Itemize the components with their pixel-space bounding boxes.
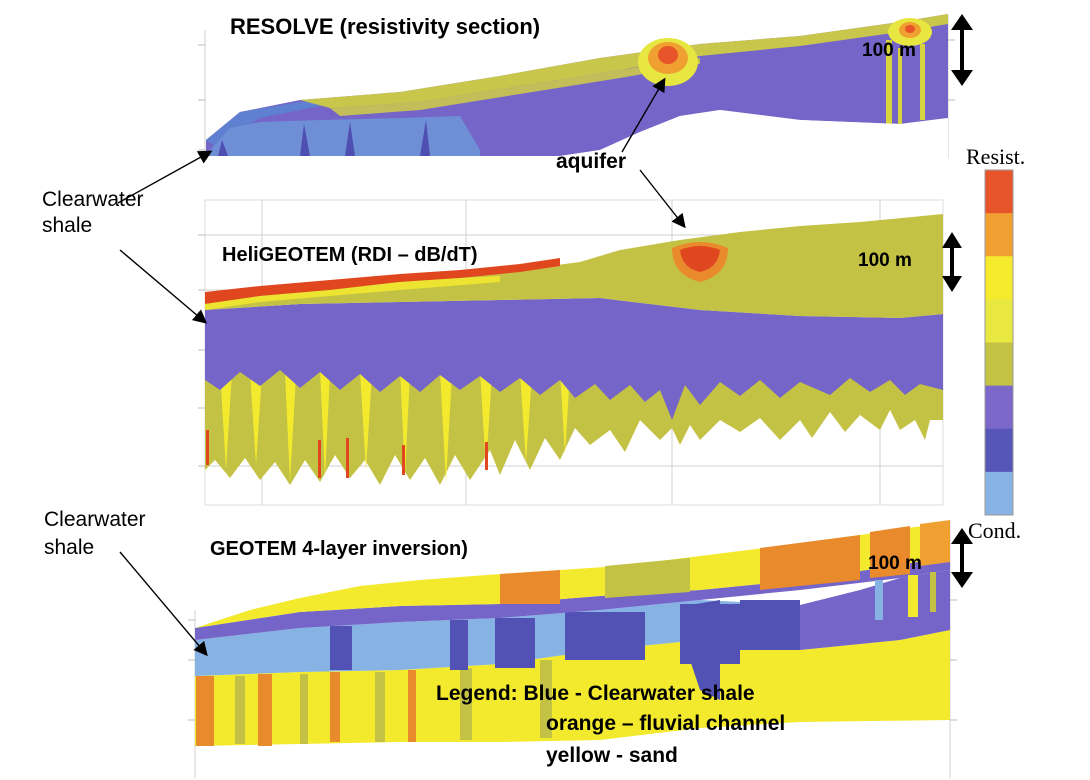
colorbar-segment — [985, 299, 1013, 343]
heli-red-top — [205, 258, 560, 304]
colorbar-segment — [985, 256, 1013, 300]
colorbar-frame — [984, 169, 1014, 516]
geotem-scale-arrow — [951, 528, 973, 588]
shale-top-arrows — [117, 150, 213, 324]
resolve-scale-arrow — [951, 14, 973, 86]
heli-purple-band — [205, 298, 943, 420]
heli-scale-label: 100 m — [858, 250, 912, 271]
heli-scale-arrow — [942, 232, 962, 292]
aquifer-label: aquifer — [556, 150, 627, 173]
heli-upper-olive — [205, 214, 943, 318]
heli-lower-olive — [205, 360, 943, 485]
resolve-upper-layer — [300, 14, 948, 108]
heligeotem-title: HeliGEOTEM (RDI – dB/dT) — [222, 244, 478, 266]
legend-line-2: orange – fluvial channel — [546, 712, 786, 735]
resolve-section — [198, 14, 955, 158]
heligeotem-section — [198, 199, 944, 506]
colorbar-segment — [985, 471, 1013, 516]
colorbar-top-label: Resist. — [966, 144, 1026, 169]
geotem-section — [188, 520, 957, 778]
colorbar-segment — [985, 170, 1013, 214]
shale-bottom-label-line1: Clearwater — [44, 508, 146, 531]
shale-bottom-label-line2: shale — [44, 536, 95, 559]
colorbar-segment — [985, 385, 1013, 430]
shale-top-label-line1: Clearwater — [42, 188, 144, 211]
colorbar-bottom-label: Cond. — [968, 518, 1022, 543]
geotem-purple-top — [195, 556, 950, 640]
colorbar-segment — [985, 342, 1013, 387]
legend-line-1: Legend: Blue - Clearwater shale — [436, 682, 755, 705]
resolve-scale-label: 100 m — [862, 40, 916, 61]
resolve-lower-blue — [210, 116, 480, 156]
colorbar-segment — [985, 213, 1013, 257]
geotem-title: GEOTEM 4-layer inversion) — [210, 538, 468, 560]
legend-line-3: yellow - sand — [546, 744, 678, 767]
geotem-scale-label: 100 m — [868, 553, 922, 574]
resolve-title: RESOLVE (resistivity section) — [230, 14, 541, 39]
shale-top-label-line2: shale — [42, 214, 93, 237]
colorbar-segment — [985, 428, 1013, 473]
colorbar — [985, 170, 1013, 516]
aquifer-arrows — [621, 77, 686, 229]
shale-bottom-arrow — [119, 551, 208, 657]
